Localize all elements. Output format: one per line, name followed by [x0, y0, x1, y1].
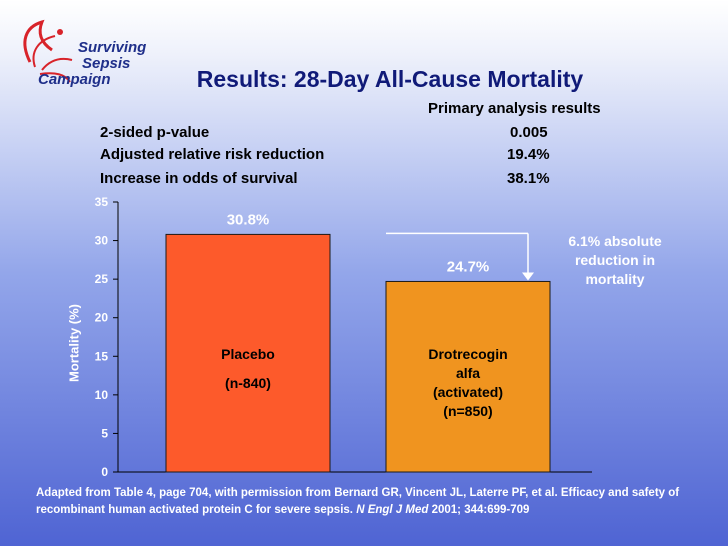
bar-label: Drotrecogin [428, 346, 507, 362]
data-label: 24.7% [447, 258, 490, 275]
bar-label: Placebo [221, 346, 275, 362]
stat-value-odds: 38.1% [507, 170, 550, 187]
surviving-sepsis-logo: Surviving Sepsis Campaign [10, 12, 160, 92]
bar-label: alfa [456, 365, 480, 381]
source-journal: N Engl J Med [356, 504, 429, 516]
y-tick-label: 30 [95, 234, 109, 248]
data-label: 30.8% [227, 211, 270, 228]
bar-label: (n=850) [443, 403, 492, 419]
y-tick-label: 15 [95, 349, 109, 363]
y-tick-label: 35 [95, 195, 109, 209]
bar-label: (n-840) [225, 375, 271, 391]
source-year: 2001; 344:699-709 [428, 504, 530, 516]
stat-value-pvalue: 0.005 [510, 124, 548, 141]
difference-arrow-head [522, 272, 534, 281]
y-tick-label: 25 [95, 272, 109, 286]
stat-label-rrr: Adjusted relative risk reduction [100, 146, 325, 163]
logo-word-surviving: Surviving [78, 39, 147, 56]
source-citation: Adapted from Table 4, page 704, with per… [36, 485, 716, 519]
stat-label-odds: Increase in odds of survival [100, 170, 298, 187]
bar-label: (activated) [433, 384, 503, 400]
logo-word-sepsis: Sepsis [82, 55, 131, 72]
logo-word-campaign: Campaign [38, 71, 111, 88]
stats-header: Primary analysis results [428, 100, 601, 117]
slide-title: Results: 28-Day All-Cause Mortality [196, 66, 584, 92]
annotation-text: 6.1% absolute [568, 233, 662, 249]
source-text: Adapted from Table 4, page 704, with per… [36, 487, 680, 516]
y-tick-label: 20 [95, 311, 109, 325]
annotation-text: reduction in [575, 252, 655, 268]
y-tick-label: 5 [101, 426, 108, 440]
hands-logo-icon [23, 19, 73, 83]
stat-value-rrr: 19.4% [507, 146, 550, 163]
bar [165, 233, 331, 473]
y-tick-label: 0 [101, 465, 108, 479]
bar [385, 280, 551, 473]
stat-label-pvalue: 2-sided p-value [100, 124, 210, 141]
annotation-text: mortality [585, 271, 644, 287]
y-tick-label: 10 [95, 388, 109, 402]
